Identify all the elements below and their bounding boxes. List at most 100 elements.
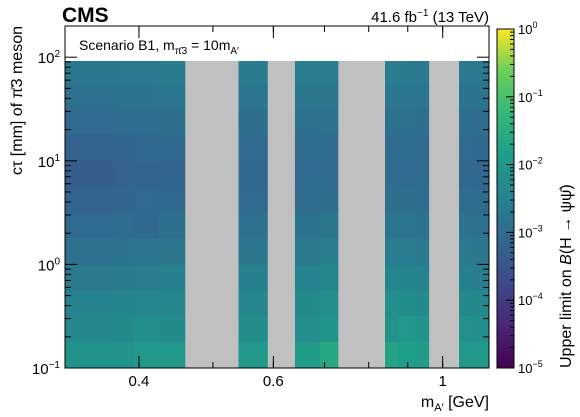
heatmap-cell (398, 108, 416, 135)
heatmap-cell (384, 160, 399, 188)
heatmap-cell (238, 160, 269, 188)
heatmap-cell (134, 108, 160, 135)
y-axis: 10−1 100 101 102 (32, 25, 489, 378)
x-tick-label: 0.4 (129, 373, 150, 390)
cms-label: CMS (62, 4, 109, 27)
heatmap-cell (238, 57, 269, 84)
heatmap-cell (85, 290, 114, 317)
heatmap-cell (134, 237, 160, 265)
heatmap-cell (238, 212, 269, 239)
heatmap-cell (415, 237, 430, 265)
heatmap-cell (398, 341, 416, 369)
colorbar-tick-label: 10−2 (518, 156, 543, 173)
y-tick-label: 10−1 (32, 360, 61, 378)
heatmap-cell (159, 108, 186, 135)
heatmap-cell (238, 315, 269, 342)
heatmap-cell (294, 57, 321, 84)
heatmap-cell (85, 134, 114, 162)
heatmap-cell (458, 315, 475, 342)
heatmap-cell (238, 290, 269, 317)
excluded-band (338, 26, 385, 368)
x-tick-label: 1 (439, 373, 447, 390)
heatmap-cell (384, 186, 399, 213)
y-axis-title: cτ [mm] of π̄3 meson (9, 26, 26, 175)
heatmap-cell (294, 186, 321, 213)
heatmap-cell (474, 108, 490, 135)
heatmap-cell (474, 134, 490, 162)
heatmap-cell (474, 160, 490, 188)
heatmap-cell (65, 264, 86, 291)
heatmap-cell (398, 186, 416, 213)
heatmap-cell (134, 134, 160, 162)
heatmap-cell (294, 108, 321, 135)
heatmap-cell (238, 264, 269, 291)
scenario-label: Scenario B1, mπ̄3 = 10mA′ (79, 37, 239, 57)
heatmap-cell (134, 83, 160, 109)
heatmap-cell (384, 341, 399, 369)
heatmap-cell (458, 83, 475, 109)
heatmap-cell (85, 237, 114, 265)
heatmap-cells (65, 57, 490, 369)
heatmap-cell (398, 212, 416, 239)
heatmap-cell (113, 212, 136, 239)
heatmap-cell (415, 315, 430, 342)
colorbar-title: Upper limit on B(H → ψψ̄) (558, 184, 575, 368)
heatmap-cell (159, 57, 186, 84)
heatmap-cell (398, 290, 416, 317)
heatmap-cell (238, 83, 269, 109)
heatmap-cell (85, 212, 114, 239)
heatmap-cell (294, 83, 321, 109)
heatmap-cell (65, 108, 86, 135)
heatmap-cell (159, 134, 186, 162)
heatmap-cell (134, 315, 160, 342)
excluded-band (185, 26, 239, 368)
heatmap-cell (85, 186, 114, 213)
heatmap-cell (159, 237, 186, 265)
heatmap-cell (65, 237, 86, 265)
heatmap-cell (294, 290, 321, 317)
heatmap-cell (85, 57, 114, 84)
heatmap-cell (134, 290, 160, 317)
heatmap-cell (415, 341, 430, 369)
heatmap-cell (65, 186, 86, 213)
heatmap-cell (238, 108, 269, 135)
heatmap-cell (398, 134, 416, 162)
heatmap-cell (65, 83, 86, 109)
x-tick-label: 0.6 (263, 373, 284, 390)
heatmap-cell (294, 160, 321, 188)
heatmap-cell (458, 134, 475, 162)
heatmap-cell (294, 315, 321, 342)
heatmap-cell (458, 237, 475, 265)
label-box (65, 26, 489, 61)
heatmap-cell (134, 160, 160, 188)
heatmap-cell (238, 186, 269, 213)
x-axis-title: mA′ [GeV] (421, 394, 489, 414)
heatmap-cell (159, 290, 186, 317)
heatmap-cell (113, 108, 136, 135)
heatmap-cell (113, 315, 136, 342)
heatmap-cell (458, 57, 475, 84)
heatmap-cell (159, 186, 186, 213)
heatmap-cell (474, 83, 490, 109)
colorbar (496, 28, 515, 369)
heatmap-cell (398, 83, 416, 109)
heatmap-cell (113, 290, 136, 317)
heatmap-cell (134, 264, 160, 291)
colorbar-tick-label: 10−4 (518, 291, 543, 308)
heatmap-cell (65, 341, 86, 369)
heatmap-cell (458, 290, 475, 317)
y-tick-label: 101 (38, 153, 61, 171)
heatmap-cell (113, 134, 136, 162)
heatmap-cell (319, 108, 339, 135)
excluded-band (267, 26, 295, 368)
heatmap-cell (384, 57, 399, 84)
heatmap-cell (319, 160, 339, 188)
heatmap-cell (294, 237, 321, 265)
heatmap-cell (458, 264, 475, 291)
heatmap-cell (319, 83, 339, 109)
heatmap-cell (319, 134, 339, 162)
heatmap-cell (113, 237, 136, 265)
colorbar-tick-label: 10−5 (518, 359, 543, 376)
heatmap-cell (134, 186, 160, 213)
heatmap-cell (415, 134, 430, 162)
